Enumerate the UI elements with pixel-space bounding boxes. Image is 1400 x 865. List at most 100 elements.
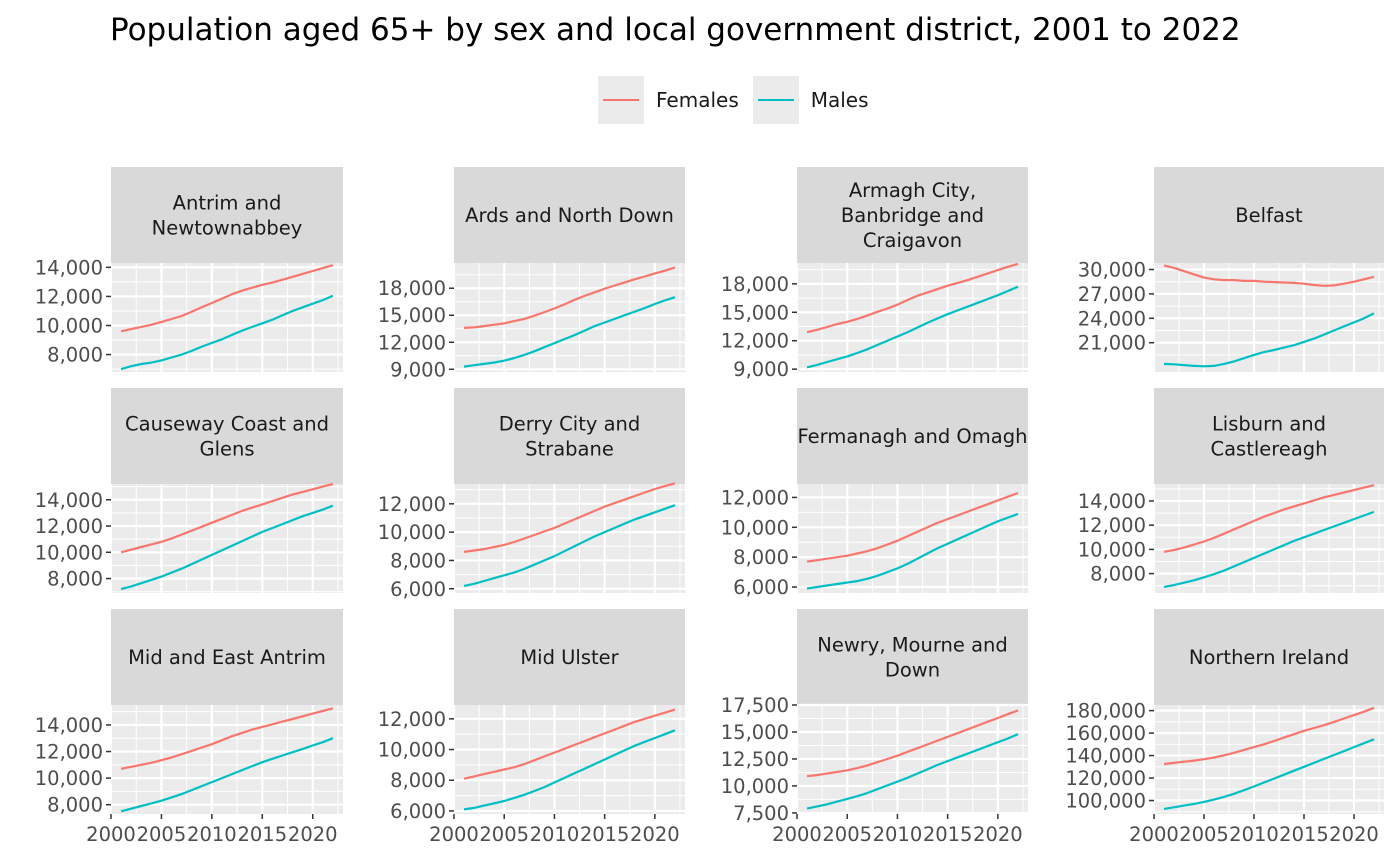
x-tick-label: 2010 — [1229, 823, 1279, 846]
strip-lisburn-and-castlereagh — [1154, 388, 1384, 484]
series-line-females — [120, 707, 334, 770]
strip-label: Fermanagh and Omagh — [798, 425, 1028, 448]
y-tick-label: 9,000 — [390, 358, 446, 381]
legend-item-males: Males — [752, 76, 869, 124]
x-tick-label: 2005 — [479, 823, 529, 846]
y-tick-label: 180,000 — [1065, 700, 1146, 723]
series-line-females — [120, 482, 334, 554]
series-line-males — [806, 285, 1019, 369]
panel-background — [1154, 484, 1384, 593]
strip-fermanagh-and-omagh — [797, 388, 1028, 484]
y-tick-label: 8,000 — [47, 568, 103, 591]
x-tick-label: 2015 — [1279, 823, 1329, 846]
y-tick-label: 8,000 — [733, 546, 789, 569]
series-line-males — [1163, 738, 1375, 810]
series-line-females — [463, 708, 676, 780]
series-line-females — [806, 262, 1019, 334]
series-line-males — [806, 733, 1019, 810]
y-tick-label: 120,000 — [1065, 767, 1146, 790]
x-tick-label: 2020 — [1329, 823, 1379, 846]
series-line-males — [806, 512, 1019, 590]
strip-label: Antrim and Newtownabbey — [152, 192, 303, 240]
y-tick-label: 27,000 — [1078, 283, 1146, 306]
strip-label: Northern Ireland — [1189, 646, 1349, 669]
y-tick-label: 140,000 — [1065, 745, 1146, 768]
legend: Females Males — [598, 76, 883, 124]
series-line-males — [120, 294, 334, 371]
y-tick-label: 8,000 — [47, 794, 103, 817]
strip-armagh-city-banbridge-and-craigavon — [797, 167, 1028, 263]
strip-label: Mid Ulster — [520, 646, 619, 669]
x-tick-label: 2000 — [772, 823, 822, 846]
panel-derry-city-and-strabane: Derry City and Strabane 6,000 8,000 10,000 12… — [378, 388, 685, 601]
panel-background — [111, 705, 343, 814]
y-tick-label: 8,000 — [1090, 563, 1146, 586]
x-tick-label: 2000 — [429, 823, 479, 846]
strip-label: Belfast — [1235, 204, 1303, 227]
strip-mid-and-east-antrim — [111, 609, 343, 705]
panel-lisburn-and-castlereagh: Lisburn and Castlereagh 8,00010,00012,0001… — [1078, 388, 1384, 593]
series-line-females — [806, 491, 1019, 563]
strip-label: Armagh City, Banbridge and Craigavon — [841, 179, 984, 252]
series-line-males — [463, 729, 676, 811]
panel-mid-ulster: Mid Ulster 6,000 8,000 10,000 12,000 2000 2005… — [378, 609, 685, 846]
series-line-females — [806, 709, 1019, 778]
strip-antrim-and-newtownabbey — [111, 167, 343, 263]
strip-northern-ireland — [1154, 609, 1384, 705]
y-tick-label: 10,000 — [35, 767, 103, 790]
x-tick-label: 2020 — [973, 823, 1023, 846]
y-tick-label: 30,000 — [1078, 259, 1146, 282]
strip-ards-and-north-down — [454, 167, 685, 263]
legend-label-males: Males — [810, 88, 869, 112]
y-tick-label: 10,000 — [378, 739, 446, 762]
panel-armagh-city-banbridge-and-craigavon: Armagh City, Banbridge and Craigavon 9,000 1… — [721, 167, 1028, 381]
x-tick-label: 2005 — [1179, 823, 1229, 846]
legend-label-females: Females — [656, 88, 739, 112]
y-tick-label: 6,000 — [733, 576, 789, 599]
y-tick-label: 12,000 — [35, 741, 103, 764]
y-tick-label: 17,500 — [721, 694, 789, 717]
x-tick-label: 2015 — [237, 823, 287, 846]
legend-key-females — [598, 76, 644, 124]
strip-label: Ards and North Down — [465, 204, 674, 227]
panel-background — [797, 263, 1028, 372]
x-tick-label: 2005 — [822, 823, 872, 846]
y-tick-label: 100,000 — [1065, 790, 1146, 813]
strip-mid-ulster — [454, 609, 685, 705]
y-tick-label: 12,000 — [35, 515, 103, 538]
y-tick-label: 21,000 — [1078, 332, 1146, 355]
series-line-females — [463, 482, 676, 553]
y-tick-label: 10,000 — [721, 775, 789, 798]
series-line-males — [1163, 510, 1375, 588]
panel-mid-and-east-antrim: Mid and East Antrim 8,000 10,000 12,000 14,0… — [35, 609, 343, 846]
strip-derry-city-and-strabane — [454, 388, 685, 484]
series-line-males — [120, 504, 334, 591]
strip-belfast — [1154, 167, 1384, 263]
x-tick-label: 2015 — [923, 823, 973, 846]
series-line-males — [1163, 312, 1375, 368]
strip-newry-mourne-and-down — [797, 609, 1028, 705]
series-line-males — [463, 296, 676, 368]
y-tick-label: 15,000 — [721, 301, 789, 324]
y-tick-label: 10,000 — [35, 314, 103, 337]
y-tick-label: 10,000 — [721, 516, 789, 539]
series-line-females — [463, 266, 676, 329]
panel-newry-mourne-and-down: Newry, Mourne and Down 7,500 10,000 12,500 15… — [721, 609, 1028, 846]
strip-label: Causeway Coast and Glens — [125, 413, 329, 461]
y-tick-label: 6,000 — [390, 800, 446, 823]
strip-label: Lisburn and Castlereagh — [1210, 413, 1327, 461]
y-tick-label: 10,000 — [35, 541, 103, 564]
y-tick-label: 18,000 — [721, 273, 789, 296]
x-tick-label: 2010 — [187, 823, 237, 846]
chart-title: Population aged 65+ by sex and local gov… — [110, 12, 1241, 48]
panel-fermanagh-and-omagh: Fermanagh and Omagh 6,000 8,000 10,000 12,00… — [721, 388, 1028, 599]
y-tick-label: 10,000 — [378, 521, 446, 544]
y-tick-label: 10,000 — [1078, 538, 1146, 561]
y-tick-label: 12,000 — [721, 330, 789, 353]
y-tick-label: 8,000 — [390, 769, 446, 792]
series-line-females — [1163, 484, 1375, 553]
panel-background — [111, 484, 343, 593]
x-tick-label: 2020 — [288, 823, 338, 846]
